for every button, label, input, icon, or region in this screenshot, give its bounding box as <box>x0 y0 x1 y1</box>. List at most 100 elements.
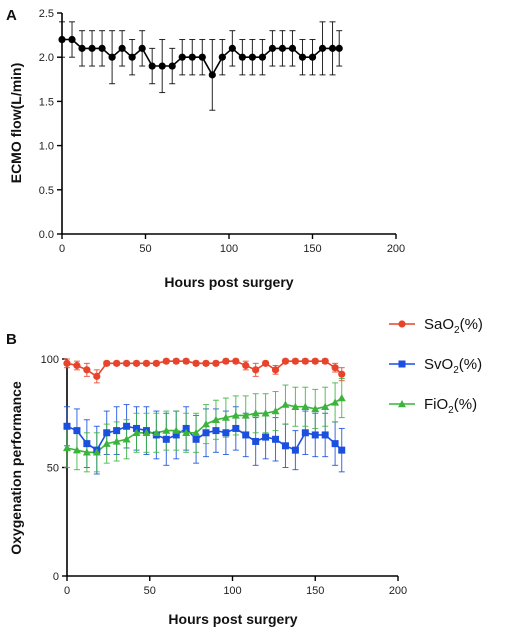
data-point <box>241 411 250 419</box>
data-point <box>98 44 106 52</box>
x-tick-label: 200 <box>387 243 405 255</box>
panel-b-legend: SaO2(%) SvO2(%) FiO2(%) <box>389 316 483 416</box>
data-point <box>328 44 337 52</box>
data-point <box>318 44 327 52</box>
data-point <box>148 62 156 70</box>
data-point <box>272 435 280 443</box>
panel-b-y-axis-label: Oxygenation performance <box>8 381 24 555</box>
data-point <box>63 359 71 367</box>
data-point <box>291 357 299 365</box>
data-point <box>278 44 287 52</box>
data-point <box>58 35 66 44</box>
y-tick-label: 1.5 <box>39 96 54 108</box>
data-point <box>63 443 71 452</box>
y-tick-label: 100 <box>41 354 59 366</box>
panel-b-lines <box>66 360 343 454</box>
panel-b-markers <box>63 357 346 456</box>
x-tick-label: 100 <box>223 585 241 597</box>
x-tick-label: 100 <box>220 243 238 255</box>
data-point <box>301 429 309 437</box>
panel-a: A 0 50 100 150 200 0.0 0.5 1.0 1.5 2.0 2.5 Hours p… <box>6 7 405 290</box>
data-point <box>218 53 226 61</box>
data-point <box>132 359 141 367</box>
data-point <box>301 402 310 410</box>
panel-a-label: A <box>6 7 17 24</box>
x-tick-label: 50 <box>139 243 151 255</box>
data-point <box>162 435 170 443</box>
panel-b-error-bars <box>64 358 345 475</box>
data-point <box>271 366 280 374</box>
data-point <box>301 357 309 365</box>
data-point <box>182 357 190 365</box>
data-point <box>172 357 180 365</box>
data-point <box>208 71 216 79</box>
data-point <box>122 435 131 443</box>
data-point <box>311 404 320 413</box>
y-tick-label: 2.0 <box>39 52 54 64</box>
data-point <box>281 357 290 365</box>
data-point <box>192 428 201 436</box>
data-point <box>242 431 250 439</box>
data-point <box>311 357 319 365</box>
data-point <box>291 446 299 454</box>
data-point <box>338 370 346 378</box>
data-point <box>73 427 81 435</box>
data-point <box>113 427 121 435</box>
data-point <box>162 426 171 434</box>
data-point <box>262 433 270 441</box>
data-point <box>281 400 290 408</box>
data-point <box>202 429 210 437</box>
data-point <box>192 435 200 443</box>
panel-a-error-bars <box>59 21 343 111</box>
data-point <box>202 420 211 428</box>
data-point <box>103 429 111 437</box>
x-tick-label: 0 <box>64 585 70 597</box>
data-point <box>331 398 340 406</box>
y-tick-label: 0 <box>53 571 59 583</box>
data-point <box>268 44 277 52</box>
data-point <box>192 359 200 367</box>
data-point <box>88 44 96 52</box>
legend-label: FiO2(%) <box>424 396 477 416</box>
data-point <box>138 44 146 52</box>
data-point <box>251 409 260 417</box>
data-point <box>132 428 141 436</box>
data-point <box>198 53 206 61</box>
data-point <box>335 44 343 52</box>
x-tick-label: 0 <box>59 243 65 255</box>
panel-a-axes: 0 50 100 150 200 0.0 0.5 1.0 1.5 2.0 2.5 <box>39 8 405 255</box>
data-point <box>162 357 170 365</box>
y-tick-label: 0.5 <box>39 185 54 197</box>
data-point <box>172 426 181 434</box>
x-tick-label: 150 <box>303 243 321 255</box>
data-point <box>78 44 86 52</box>
data-point <box>152 359 160 367</box>
data-point <box>252 437 260 445</box>
data-point <box>83 440 91 448</box>
data-point <box>133 424 141 432</box>
data-point <box>281 442 289 450</box>
data-point <box>158 62 166 70</box>
data-point <box>238 53 246 61</box>
data-point <box>83 366 91 374</box>
data-point <box>337 394 346 402</box>
data-point <box>168 62 176 70</box>
x-tick-label: 150 <box>306 585 324 597</box>
data-point <box>142 428 151 436</box>
data-point <box>122 359 131 367</box>
data-point <box>338 446 346 454</box>
data-point <box>178 53 186 61</box>
y-tick-label: 2.5 <box>39 8 54 20</box>
data-point <box>222 357 230 365</box>
data-point <box>92 448 101 456</box>
data-point <box>152 428 161 436</box>
data-point <box>311 431 319 439</box>
panel-b-axes: 0 50 100 150 200 0 50 100 <box>41 354 408 597</box>
data-point <box>271 407 280 415</box>
legend-swatch-marker <box>398 320 406 328</box>
data-point <box>102 439 111 447</box>
data-point <box>262 359 270 367</box>
data-point <box>212 427 220 435</box>
